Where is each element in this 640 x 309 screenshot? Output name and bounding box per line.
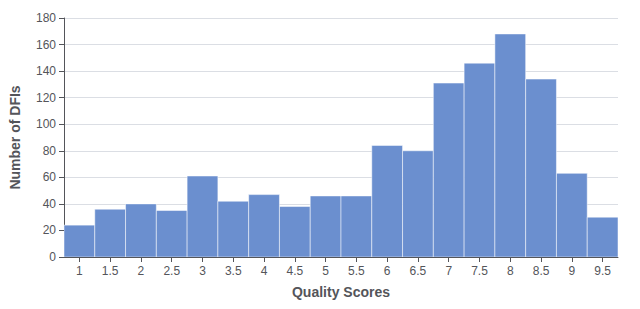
svg-text:100: 100 [36, 117, 56, 131]
svg-text:1.5: 1.5 [102, 264, 119, 278]
svg-text:60: 60 [43, 170, 57, 184]
svg-text:9: 9 [568, 264, 575, 278]
svg-text:4: 4 [261, 264, 268, 278]
svg-text:7: 7 [445, 264, 452, 278]
svg-text:1: 1 [76, 264, 83, 278]
svg-text:5: 5 [322, 264, 329, 278]
svg-text:3: 3 [199, 264, 206, 278]
svg-text:6: 6 [384, 264, 391, 278]
svg-text:160: 160 [36, 38, 56, 52]
svg-text:3.5: 3.5 [225, 264, 242, 278]
svg-text:120: 120 [36, 91, 56, 105]
svg-text:180: 180 [36, 11, 56, 25]
svg-text:0: 0 [49, 250, 56, 264]
svg-text:4.5: 4.5 [286, 264, 303, 278]
svg-text:Quality Scores: Quality Scores [292, 284, 390, 300]
svg-text:80: 80 [43, 144, 57, 158]
svg-text:8: 8 [507, 264, 514, 278]
svg-text:40: 40 [43, 197, 57, 211]
svg-text:20: 20 [43, 223, 57, 237]
svg-text:2: 2 [138, 264, 145, 278]
svg-text:9.5: 9.5 [594, 264, 611, 278]
svg-text:2.5: 2.5 [163, 264, 180, 278]
svg-text:7.5: 7.5 [471, 264, 488, 278]
svg-text:5.5: 5.5 [348, 264, 365, 278]
svg-text:6.5: 6.5 [410, 264, 427, 278]
svg-text:8.5: 8.5 [533, 264, 550, 278]
svg-text:Number of DFIs: Number of DFIs [7, 85, 23, 189]
svg-text:140: 140 [36, 64, 56, 78]
